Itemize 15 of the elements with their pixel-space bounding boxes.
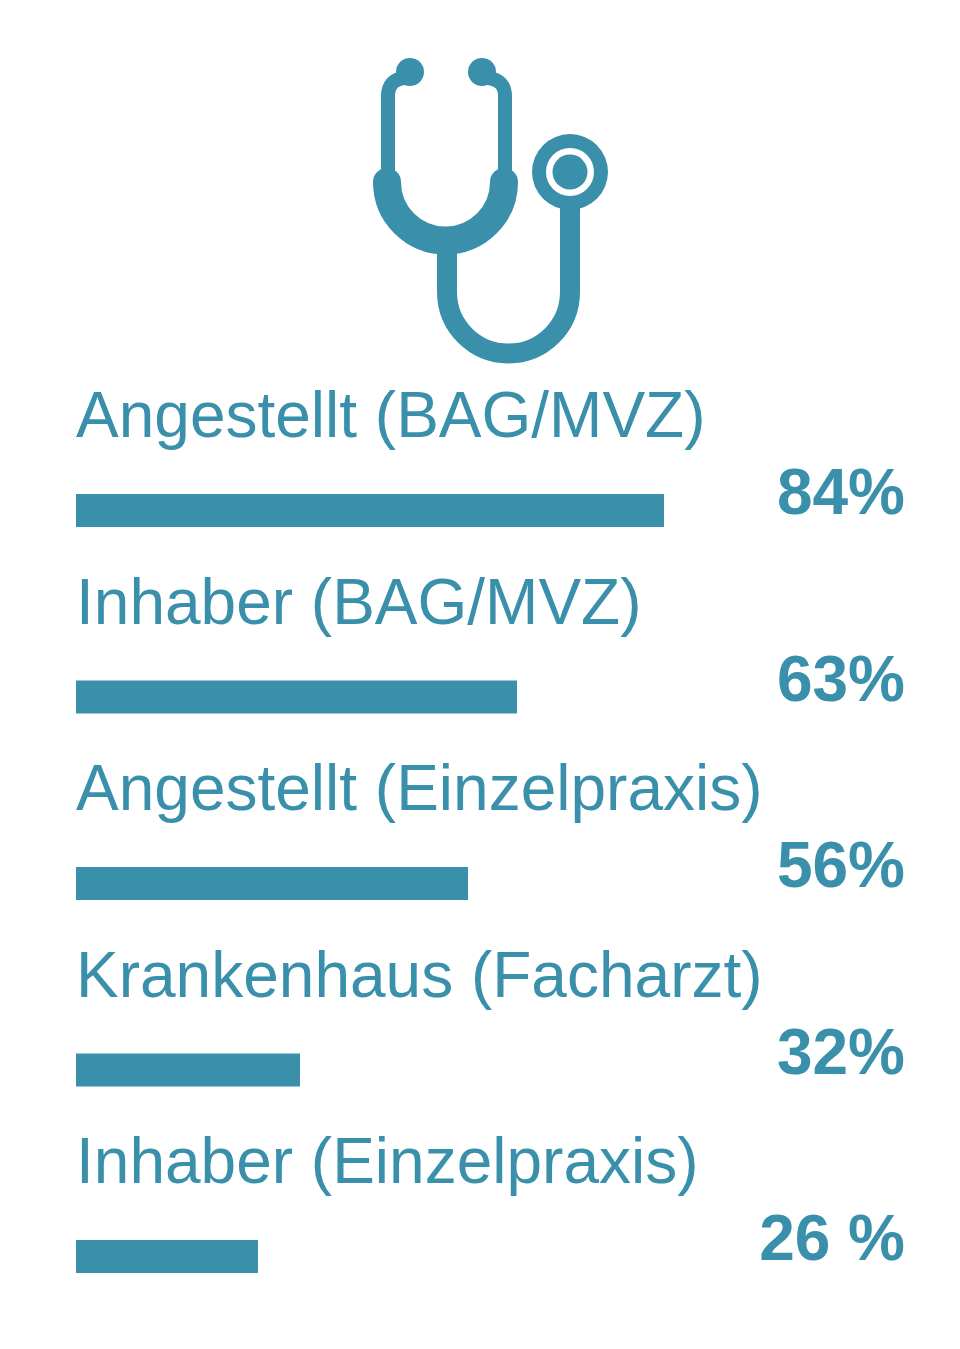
y-tick-label: Inhaber (Einzelpraxis) xyxy=(76,1125,699,1197)
y-tick-label: Angestellt (Einzelpraxis) xyxy=(76,752,763,824)
bar xyxy=(76,494,664,527)
y-tick-label: Krankenhaus (Facharzt) xyxy=(76,938,763,1011)
bar xyxy=(76,1053,300,1087)
data-label: 63% xyxy=(776,642,905,715)
bar xyxy=(76,1240,258,1273)
data-label: 56% xyxy=(776,829,905,901)
data-label: 32% xyxy=(776,1015,905,1088)
bar xyxy=(76,680,517,714)
y-tick-label: Angestellt (BAG/MVZ) xyxy=(76,379,706,451)
data-label: 84% xyxy=(776,456,905,528)
data-label: 26 % xyxy=(759,1202,905,1274)
bar xyxy=(76,867,468,900)
y-tick-label: Inhaber (BAG/MVZ) xyxy=(76,565,642,638)
